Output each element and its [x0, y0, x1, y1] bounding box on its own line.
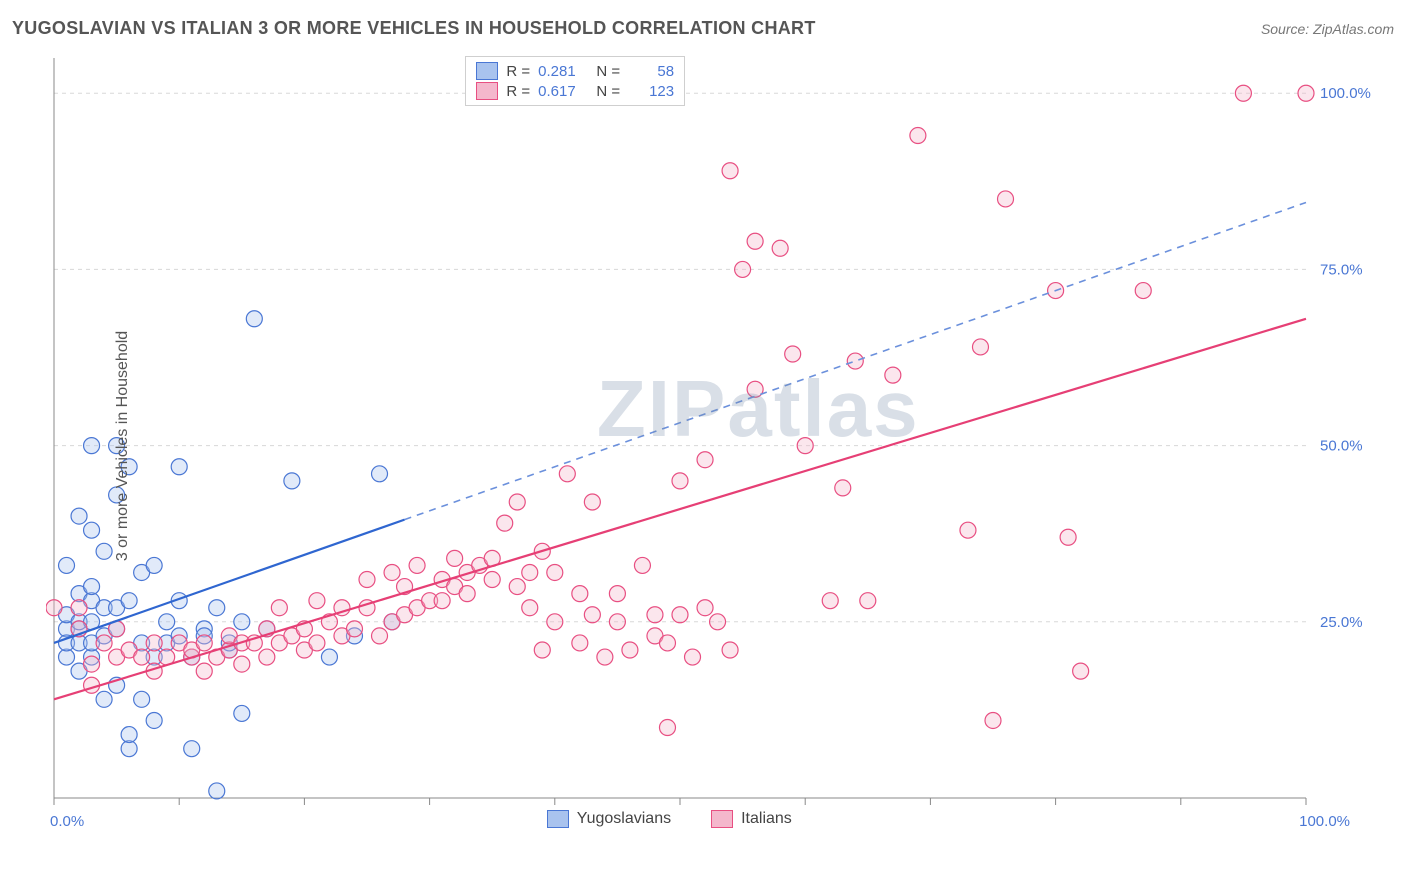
- svg-text:50.0%: 50.0%: [1320, 438, 1363, 455]
- legend-r-value: 0.617: [538, 83, 584, 100]
- y-axis-label: 3 or more Vehicles in Household: [114, 331, 132, 561]
- legend-swatch: [711, 810, 733, 828]
- svg-text:0.0%: 0.0%: [50, 813, 84, 830]
- series-legend: Yugoslavians Italians: [547, 810, 792, 828]
- legend-series-name: Yugoslavians: [577, 810, 671, 828]
- legend-series-name: Italians: [741, 810, 792, 828]
- source-label: Source: ZipAtlas.com: [1261, 21, 1394, 37]
- legend-swatch: [547, 810, 569, 828]
- legend-swatch: [476, 82, 498, 100]
- legend-r-value: 0.281: [538, 63, 584, 80]
- legend-n-value: 58: [628, 63, 674, 80]
- scatter-plot: 25.0% 50.0% 75.0% 100.0% 0.0% 100.0%: [46, 52, 1394, 838]
- correlation-legend: R = 0.281 N = 58R = 0.617 N = 123: [465, 56, 685, 106]
- svg-text:100.0%: 100.0%: [1320, 85, 1371, 102]
- legend-n-label: N =: [592, 83, 620, 100]
- legend-stat-row: R = 0.617 N = 123: [476, 81, 674, 101]
- legend-r-label: R =: [506, 63, 530, 80]
- legend-series-item: Italians: [711, 810, 792, 828]
- legend-stat-row: R = 0.281 N = 58: [476, 61, 674, 81]
- svg-text:25.0%: 25.0%: [1320, 614, 1363, 631]
- legend-swatch: [476, 62, 498, 80]
- legend-r-label: R =: [506, 83, 530, 100]
- legend-series-item: Yugoslavians: [547, 810, 671, 828]
- svg-text:100.0%: 100.0%: [1299, 813, 1350, 830]
- legend-n-value: 123: [628, 83, 674, 100]
- chart-title: YUGOSLAVIAN VS ITALIAN 3 OR MORE VEHICLE…: [12, 18, 816, 39]
- svg-text:75.0%: 75.0%: [1320, 261, 1363, 278]
- legend-n-label: N =: [592, 63, 620, 80]
